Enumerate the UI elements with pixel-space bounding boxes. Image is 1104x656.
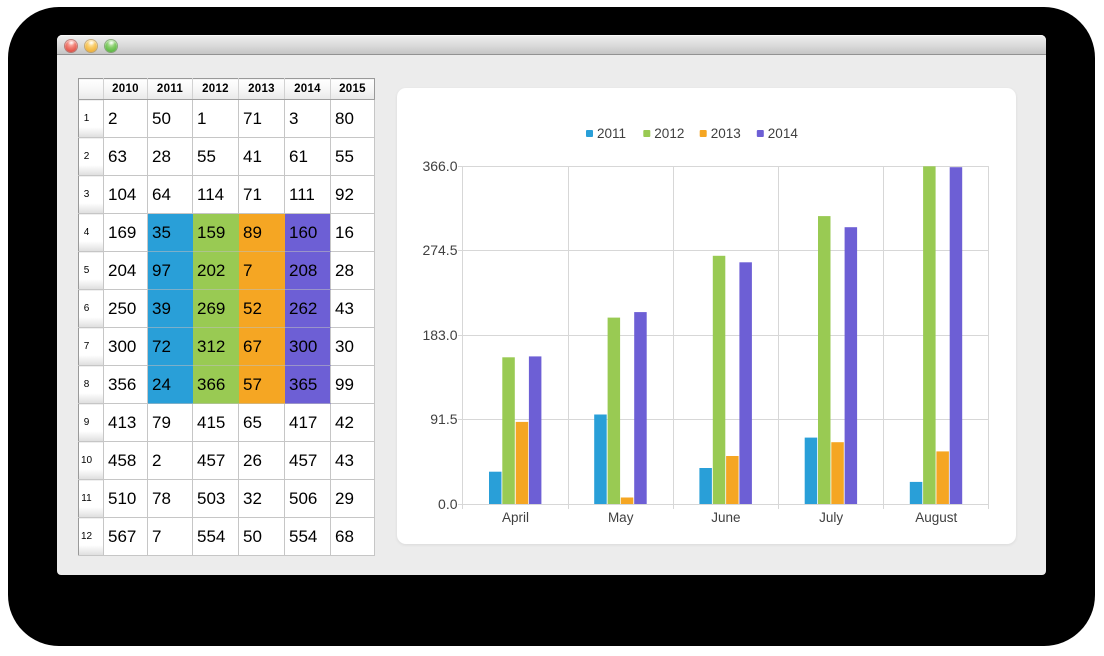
svg-text:366.0: 366.0	[422, 158, 457, 174]
svg-text:2013: 2013	[711, 126, 741, 141]
svg-text:August: August	[915, 510, 957, 525]
svg-text:June: June	[711, 510, 740, 525]
svg-text:April: April	[502, 510, 529, 525]
svg-text:2012: 2012	[654, 126, 684, 141]
svg-text:183.0: 183.0	[422, 327, 457, 343]
svg-text:91.5: 91.5	[430, 411, 457, 427]
svg-text:0.0: 0.0	[438, 496, 458, 512]
svg-text:274.5: 274.5	[422, 242, 457, 258]
svg-text:May: May	[608, 510, 634, 525]
svg-text:July: July	[819, 510, 843, 525]
svg-text:2011: 2011	[597, 126, 626, 141]
svg-text:2014: 2014	[768, 126, 799, 141]
